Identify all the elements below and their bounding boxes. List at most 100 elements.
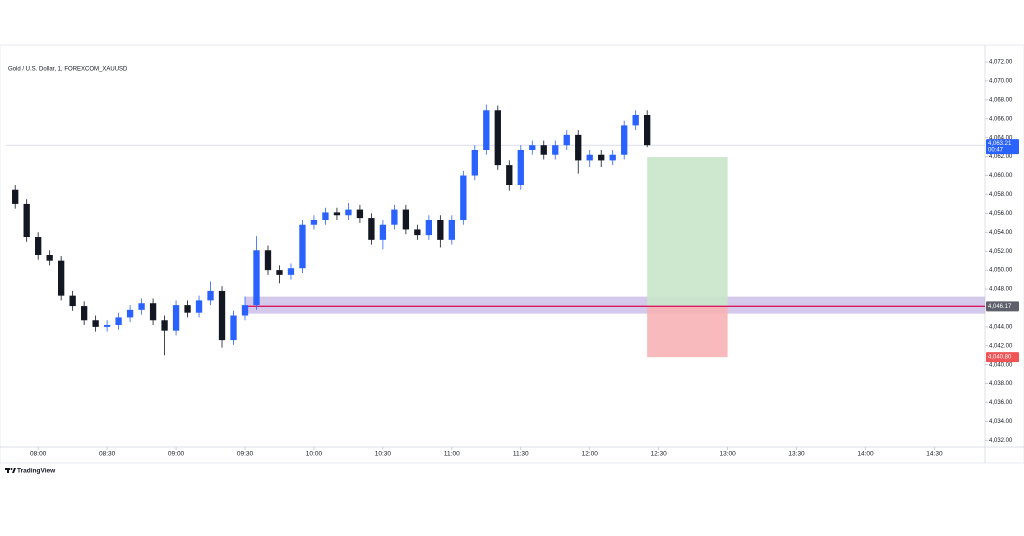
candle-body	[345, 209, 352, 216]
candle-body	[402, 209, 410, 230]
y-tick-label: 4,062.00	[989, 154, 1013, 160]
x-tick-label: 10:00	[306, 451, 323, 458]
y-tick-label: 4,048.00	[989, 287, 1013, 293]
candle-body	[517, 149, 524, 185]
candle-body	[287, 268, 295, 275]
x-tick-label: 14:30	[926, 451, 943, 458]
x-tick-label: 08:00	[30, 451, 47, 458]
candle-body	[138, 303, 145, 310]
candle-body	[437, 219, 444, 240]
stop-price-label: 4,040.80	[988, 355, 1012, 361]
candle-body	[207, 290, 214, 301]
candle-body	[172, 305, 180, 331]
entry-price-label: 4,046.17	[988, 304, 1012, 310]
candle-body	[471, 149, 478, 176]
candle-body	[356, 209, 364, 219]
candle-body	[529, 145, 536, 150]
candle-body	[57, 260, 65, 296]
candle-body	[368, 218, 375, 240]
entry-tag	[986, 301, 1019, 312]
y-tick-label: 4,058.00	[989, 192, 1013, 198]
logo-part	[7, 468, 9, 473]
candle-body	[586, 154, 593, 161]
candle-body	[644, 114, 651, 146]
x-tick-label: 09:00	[168, 451, 185, 458]
y-tick-label: 4,072.00	[989, 60, 1013, 66]
candle-body	[126, 309, 134, 318]
last-price-tag	[986, 139, 1019, 155]
y-tick-label: 4,044.00	[989, 324, 1013, 330]
candle-body	[103, 324, 111, 327]
x-tick-label: 12:30	[651, 451, 668, 458]
candle-body	[483, 110, 490, 150]
candle-body	[310, 219, 318, 225]
y-tick-label: 4,056.00	[989, 211, 1013, 217]
y-tick-label: 4,060.00	[989, 173, 1013, 179]
candle-body	[241, 305, 249, 316]
candle-body	[12, 189, 19, 204]
brand-logo	[5, 468, 16, 473]
candle-body	[391, 209, 398, 225]
x-tick-label: 13:30	[788, 451, 805, 458]
candle-body	[609, 154, 616, 161]
candle-body	[333, 212, 341, 216]
candle-body	[218, 290, 226, 341]
candle-body	[540, 145, 547, 155]
y-tick-label: 4,042.00	[989, 343, 1013, 349]
y-tick-label: 4,070.00	[989, 79, 1013, 85]
candle-body	[563, 134, 570, 146]
chart-frame	[0, 44, 1024, 464]
candle-body	[621, 125, 628, 155]
x-tick-label: 12:00	[582, 451, 599, 458]
y-tick-label: 4,040.00	[989, 362, 1013, 368]
y-tick-label: 4,050.00	[989, 268, 1013, 274]
x-tick-label: 11:00	[444, 451, 460, 458]
x-tick-label: 13:00	[719, 451, 736, 458]
candle-body	[598, 154, 605, 161]
candle-body	[379, 224, 387, 240]
candle-body	[253, 250, 260, 306]
logo-part	[10, 468, 13, 470]
x-tick-label: 10:30	[375, 451, 392, 458]
candle-body	[299, 224, 306, 269]
candle-body	[230, 315, 237, 341]
candle-body	[115, 317, 122, 325]
candle-body	[184, 305, 191, 313]
candle-body	[23, 203, 30, 238]
zone-band	[245, 296, 985, 314]
x-tick-label: 14:00	[857, 451, 874, 458]
y-tick-label: 4,038.00	[989, 381, 1013, 387]
last-price-label: 4,063.21	[988, 141, 1012, 147]
candle-body	[149, 303, 157, 321]
candle-body	[632, 114, 639, 126]
y-tick-label: 4,054.00	[989, 230, 1013, 236]
y-tick-label: 4,036.00	[989, 400, 1013, 406]
candle-body	[46, 254, 53, 261]
y-tick-label: 4,034.00	[989, 419, 1013, 425]
candle-body	[460, 175, 467, 220]
candle-body	[35, 237, 42, 255]
candle-body	[276, 270, 283, 275]
candle-body	[322, 212, 329, 220]
candle-body	[80, 306, 88, 321]
stop-zone	[647, 306, 728, 358]
y-tick-label: 4,066.00	[989, 116, 1013, 122]
stop-tag	[986, 352, 1019, 363]
y-tick-label: 4,032.00	[989, 438, 1013, 444]
logo-part	[12, 468, 16, 473]
y-tick-label: 4,068.00	[989, 97, 1013, 103]
candle-body	[69, 295, 76, 307]
candle-body	[92, 320, 99, 327]
brand: TradingView	[17, 468, 56, 475]
candle-body	[506, 165, 513, 185]
target-zone	[647, 157, 728, 307]
x-tick-label: 09:30	[237, 451, 254, 458]
candle-body	[552, 145, 559, 155]
candle-body	[425, 219, 433, 236]
chart-title: Gold / U.S. Dollar, 1, FOREXCOM_XAUUSD	[8, 67, 128, 73]
candle-body	[414, 229, 421, 236]
candle-body	[264, 250, 272, 271]
candle-body	[448, 219, 455, 240]
y-tick-label: 4,064.00	[989, 135, 1013, 141]
x-tick-label: 08:30	[99, 451, 116, 458]
